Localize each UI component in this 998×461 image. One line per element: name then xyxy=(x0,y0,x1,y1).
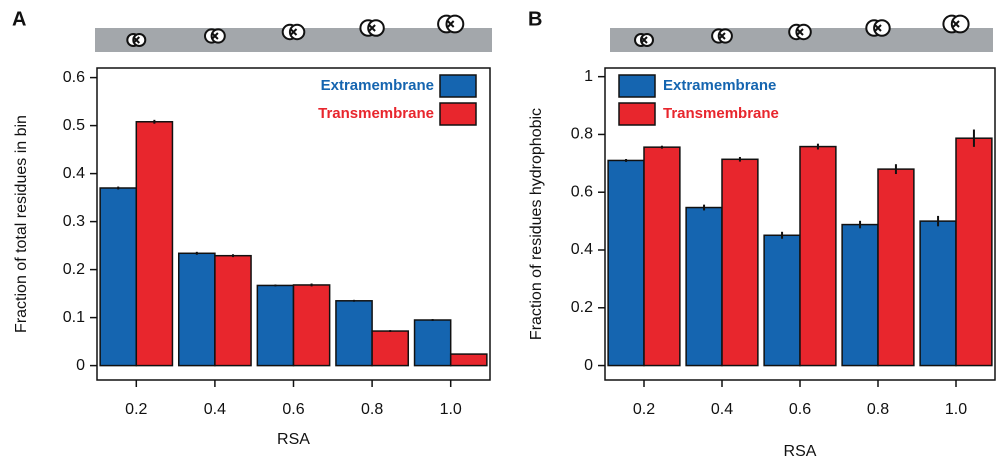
bar xyxy=(955,137,993,367)
protein-icon xyxy=(640,36,648,44)
protein-icon xyxy=(950,14,970,34)
y-tick-label: 0.8 xyxy=(571,126,593,143)
protein-icon xyxy=(288,23,306,41)
x-axis-label: RSA xyxy=(784,443,817,460)
y-tick-label: 0.2 xyxy=(571,299,593,316)
bar xyxy=(643,146,681,367)
bar xyxy=(135,121,174,367)
protein-icon xyxy=(445,14,465,34)
bar xyxy=(607,159,645,367)
x-axis-label: RSA xyxy=(277,431,310,448)
protein-icon xyxy=(446,20,455,28)
x-tick-label: 0.4 xyxy=(204,401,226,418)
bar xyxy=(919,220,957,367)
bar xyxy=(413,319,452,367)
protein-icon xyxy=(795,23,812,41)
protein-icon xyxy=(873,19,891,37)
bar xyxy=(841,223,879,367)
legend-label: Transmembrane xyxy=(663,105,779,122)
bar xyxy=(449,353,488,367)
protein-icon xyxy=(874,24,882,32)
bar xyxy=(99,187,138,367)
bar xyxy=(335,300,373,367)
bar xyxy=(177,252,216,367)
protein-icon xyxy=(717,28,733,44)
y-tick-label: 1 xyxy=(584,68,593,85)
bar xyxy=(214,254,252,367)
y-tick-label: 0.6 xyxy=(571,183,593,200)
y-tick-label: 0.2 xyxy=(63,261,85,278)
y-tick-label: 0 xyxy=(584,357,593,374)
y-tick-label: 0.5 xyxy=(63,117,85,134)
bar xyxy=(877,168,915,367)
protein-icon xyxy=(718,32,726,40)
bar xyxy=(763,234,801,367)
legend-label: Extramembrane xyxy=(321,77,434,94)
legend-label: Extramembrane xyxy=(663,77,776,94)
x-tick-label: 0.4 xyxy=(711,401,733,418)
legend-swatch xyxy=(618,74,656,98)
bar xyxy=(685,206,723,367)
legend-label: Transmembrane xyxy=(318,105,434,122)
legend-swatch xyxy=(439,102,477,126)
x-tick-label: 0.6 xyxy=(282,401,304,418)
bar xyxy=(292,284,331,367)
bar xyxy=(721,158,759,367)
y-tick-label: 0.4 xyxy=(571,241,593,258)
protein-icon xyxy=(210,28,226,44)
x-tick-label: 1.0 xyxy=(440,401,462,418)
x-tick-label: 0.6 xyxy=(789,401,811,418)
protein-icon xyxy=(368,24,376,32)
x-tick-label: 0.2 xyxy=(125,401,147,418)
x-tick-label: 0.8 xyxy=(361,401,383,418)
x-tick-label: 0.8 xyxy=(867,401,889,418)
y-tick-label: 0.3 xyxy=(63,213,85,230)
protein-icon xyxy=(132,33,147,47)
y-tick-label: 0.4 xyxy=(63,165,85,182)
y-axis-label: Fraction of residues hydrophobic xyxy=(528,108,545,340)
y-tick-label: 0.1 xyxy=(63,309,85,326)
protein-icon xyxy=(952,20,960,28)
panel-label: A xyxy=(12,8,26,30)
protein-icon xyxy=(211,32,219,40)
bar xyxy=(371,330,410,367)
bar xyxy=(799,145,837,367)
protein-icon xyxy=(640,33,654,47)
legend-swatch xyxy=(439,74,477,98)
x-tick-label: 0.2 xyxy=(633,401,655,418)
protein-icon xyxy=(289,28,298,36)
bar xyxy=(256,284,295,367)
legend-swatch xyxy=(618,102,656,126)
protein-icon xyxy=(132,36,141,44)
protein-icon xyxy=(367,19,385,37)
y-axis-label: Fraction of total residues in bin xyxy=(13,115,30,333)
x-tick-label: 1.0 xyxy=(945,401,967,418)
protein-icon xyxy=(796,28,804,36)
y-tick-label: 0 xyxy=(76,357,85,374)
panel-label: B xyxy=(528,8,542,30)
y-tick-label: 0.6 xyxy=(63,69,85,86)
